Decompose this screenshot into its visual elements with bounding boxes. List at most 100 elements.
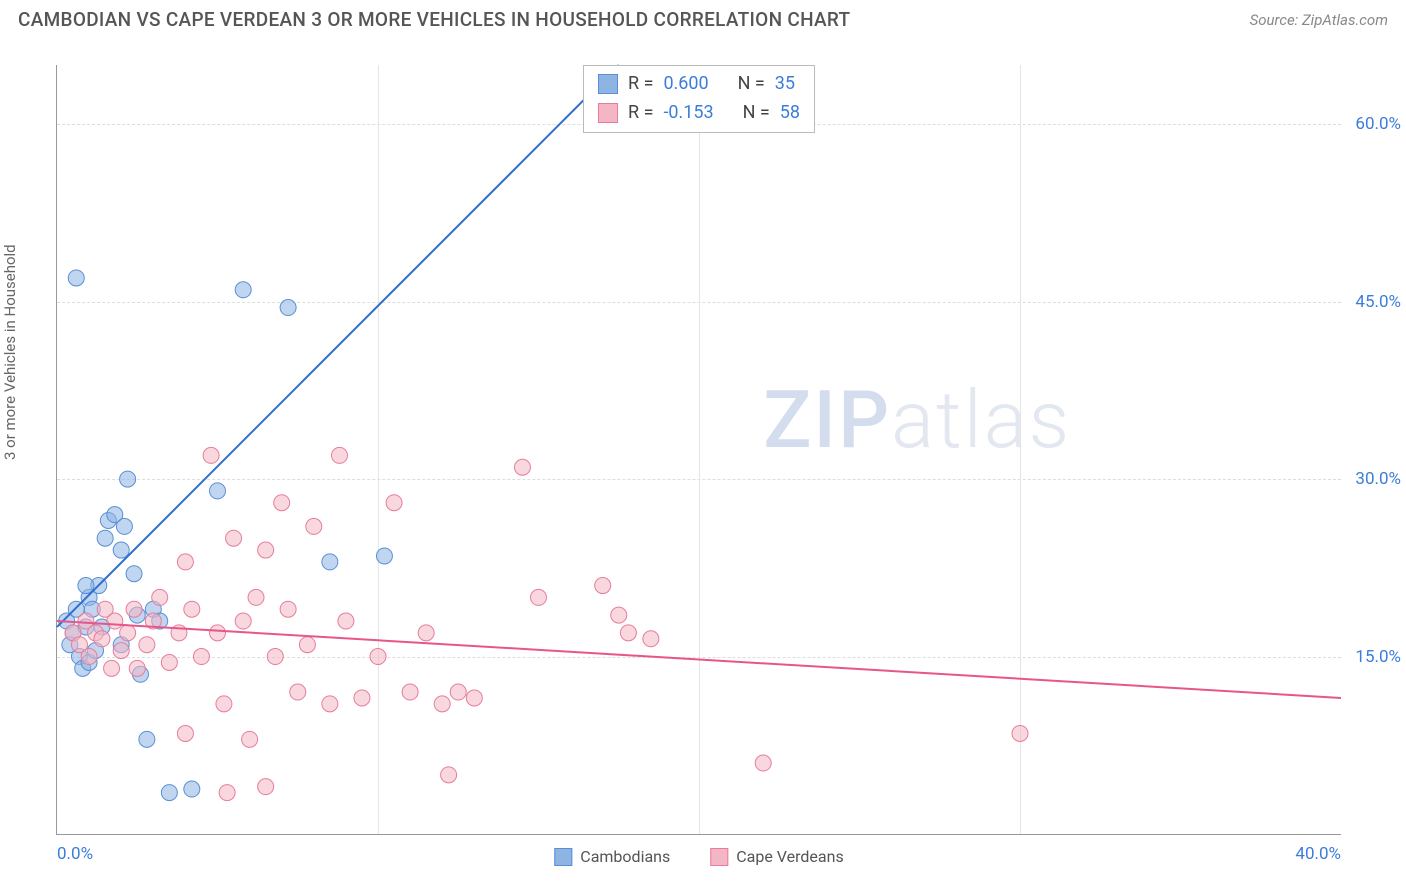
R-label: R = <box>628 70 653 99</box>
N-label: N = <box>743 99 770 128</box>
data-point <box>248 589 264 605</box>
x-tick-label: 0.0% <box>57 844 93 864</box>
data-point <box>1012 725 1028 741</box>
data-point <box>370 649 386 665</box>
data-point <box>68 270 84 286</box>
R-label: R = <box>628 99 653 128</box>
legend-bottom: Cambodians Cape Verdeans <box>554 847 843 866</box>
data-point <box>402 684 418 700</box>
swatch-cambodians-icon <box>598 74 618 94</box>
y-tick-label: 45.0% <box>1355 292 1401 312</box>
data-point <box>120 625 136 641</box>
data-point <box>338 613 354 629</box>
stats-box: R = 0.600 N = 35 R = -0.153 N = 58 <box>583 65 815 133</box>
data-point <box>210 625 226 641</box>
data-point <box>184 781 200 797</box>
data-point <box>107 613 123 629</box>
data-point <box>113 643 129 659</box>
data-point <box>376 548 392 564</box>
data-point <box>290 684 306 700</box>
header: CAMBODIAN VS CAPE VERDEAN 3 OR MORE VEHI… <box>0 0 1406 39</box>
swatch-capeverdeans-icon <box>710 848 728 866</box>
y-tick-label: 30.0% <box>1355 469 1401 489</box>
stats-row-cambodians: R = 0.600 N = 35 <box>598 70 800 99</box>
data-point <box>235 613 251 629</box>
data-point <box>139 637 155 653</box>
y-tick-label: 60.0% <box>1355 114 1401 134</box>
data-point <box>322 554 338 570</box>
data-point <box>595 578 611 594</box>
data-point <box>242 731 258 747</box>
N-value-cambodians: 35 <box>775 70 795 99</box>
data-point <box>643 631 659 647</box>
data-point <box>258 779 274 795</box>
data-point <box>267 649 283 665</box>
data-point <box>177 725 193 741</box>
data-point <box>280 601 296 617</box>
source-attribution: Source: ZipAtlas.com <box>1250 11 1388 29</box>
data-point <box>755 755 771 771</box>
data-point <box>418 625 434 641</box>
data-point <box>450 684 466 700</box>
data-point <box>104 660 120 676</box>
y-axis-label: 3 or more Vehicles in Household <box>1 244 19 460</box>
data-point <box>226 530 242 546</box>
data-point <box>219 785 235 801</box>
data-point <box>274 495 290 511</box>
trend-line <box>57 621 1341 698</box>
data-point <box>94 631 110 647</box>
data-point <box>441 767 457 783</box>
y-tick-label: 15.0% <box>1355 647 1401 667</box>
data-point <box>514 459 530 475</box>
data-point <box>97 530 113 546</box>
data-point <box>113 542 129 558</box>
data-point <box>235 282 251 298</box>
data-point <box>354 690 370 706</box>
stats-row-capeverdeans: R = -0.153 N = 58 <box>598 99 800 128</box>
data-point <box>203 447 219 463</box>
R-value-cambodians: 0.600 <box>663 70 708 99</box>
data-point <box>280 300 296 316</box>
legend-item-cambodians: Cambodians <box>554 847 670 866</box>
R-value-capeverdeans: -0.153 <box>663 99 713 128</box>
data-point <box>184 601 200 617</box>
swatch-cambodians-icon <box>554 848 572 866</box>
chart-title: CAMBODIAN VS CAPE VERDEAN 3 OR MORE VEHI… <box>18 8 850 31</box>
data-point <box>161 654 177 670</box>
data-point <box>129 660 145 676</box>
data-point <box>299 637 315 653</box>
data-point <box>126 566 142 582</box>
data-point <box>81 649 97 665</box>
data-point <box>210 483 226 499</box>
data-point <box>116 518 132 534</box>
data-point <box>139 731 155 747</box>
data-point <box>620 625 636 641</box>
data-point <box>152 589 168 605</box>
plot-area: ZIPatlas R = 0.600 N = 35 R = -0.153 N =… <box>56 65 1341 835</box>
chart-container: 3 or more Vehicles in Household ZIPatlas… <box>18 40 1388 880</box>
data-point <box>126 601 142 617</box>
data-point <box>177 554 193 570</box>
x-tick-label: 40.0% <box>1295 844 1341 864</box>
data-point <box>386 495 402 511</box>
legend-label-capeverdeans: Cape Verdeans <box>736 847 843 866</box>
data-point <box>306 518 322 534</box>
data-point <box>466 690 482 706</box>
N-label: N = <box>738 70 765 99</box>
data-point <box>258 542 274 558</box>
data-point <box>216 696 232 712</box>
legend-label-cambodians: Cambodians <box>580 847 670 866</box>
data-point <box>120 471 136 487</box>
N-value-capeverdeans: 58 <box>780 99 800 128</box>
legend-item-capeverdeans: Cape Verdeans <box>710 847 843 866</box>
data-point <box>434 696 450 712</box>
data-point <box>531 589 547 605</box>
scatter-plot-svg <box>57 65 1341 834</box>
data-point <box>331 447 347 463</box>
swatch-capeverdeans-icon <box>598 103 618 123</box>
data-point <box>611 607 627 623</box>
trend-line <box>57 65 619 627</box>
data-point <box>322 696 338 712</box>
data-point <box>193 649 209 665</box>
data-point <box>161 785 177 801</box>
